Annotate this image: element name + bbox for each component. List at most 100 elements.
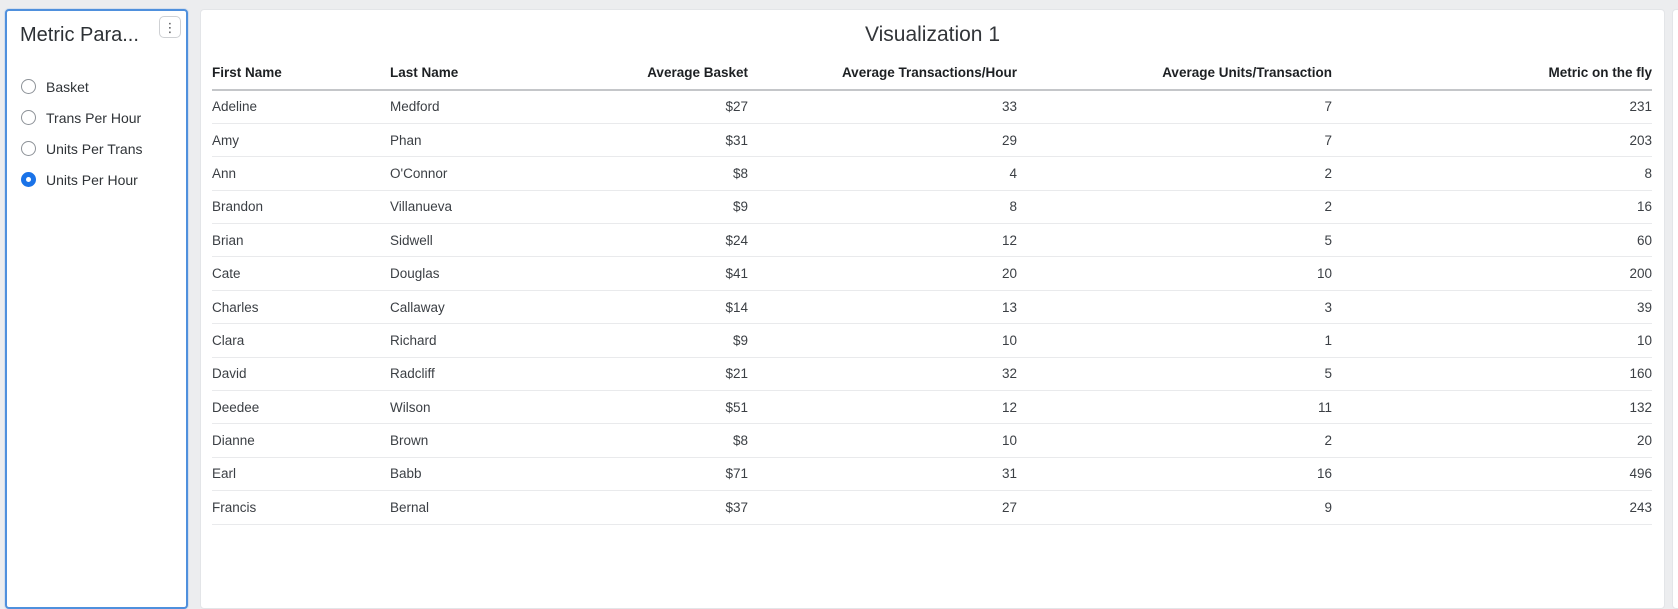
table-cell-last-name: Medford: [390, 90, 568, 124]
table-cell-average-basket: $9: [568, 323, 748, 358]
table-cell-average-units-transaction: 5: [1017, 357, 1332, 392]
column-header-average-basket[interactable]: Average Basket: [568, 55, 748, 91]
table-cell-metric-on-the-fly: 203: [1332, 123, 1652, 158]
table-cell-last-name: Douglas: [390, 256, 568, 291]
table-cell-first-name: Brian: [212, 223, 390, 258]
table-cell-average-basket: $27: [568, 90, 748, 124]
table-cell-average-transactions-hour: 20: [748, 256, 1017, 291]
column-header-first-name[interactable]: First Name: [212, 55, 390, 91]
column-header-average-transactions-hour[interactable]: Average Transactions/Hour: [748, 55, 1017, 91]
table-row: Cate Douglas $41 20 10 200: [212, 256, 1652, 291]
table-header-row: First Name Last Name Average Basket Average…: [212, 55, 1652, 91]
table-cell-last-name: Sidwell: [390, 223, 568, 258]
table-cell-metric-on-the-fly: 200: [1332, 256, 1652, 291]
table-cell-average-transactions-hour: 8: [748, 190, 1017, 225]
visualization-panel: Visualization 1 First Name Last Name Avera…: [200, 9, 1665, 609]
table-cell-first-name: Brandon: [212, 190, 390, 225]
radio-option-label: Units Per Trans: [46, 140, 143, 157]
table-cell-last-name: Radcliff: [390, 357, 568, 392]
table-cell-average-basket: $51: [568, 390, 748, 425]
radio-option-units-per-hour[interactable]: Units Per Hour: [7, 164, 186, 195]
table-cell-average-transactions-hour: 29: [748, 123, 1017, 158]
table-cell-average-basket: $37: [568, 490, 748, 525]
table-cell-first-name: Dianne: [212, 423, 390, 458]
column-header-average-units-transaction[interactable]: Average Units/Transaction: [1017, 55, 1332, 91]
radio-selected-icon[interactable]: [21, 172, 36, 187]
table-cell-last-name: Phan: [390, 123, 568, 158]
table-cell-average-transactions-hour: 4: [748, 156, 1017, 191]
table-cell-average-transactions-hour: 27: [748, 490, 1017, 525]
table-row: Earl Babb $71 31 16 496: [212, 457, 1652, 492]
table-cell-first-name: Francis: [212, 490, 390, 525]
table-cell-average-units-transaction: 2: [1017, 423, 1332, 458]
metric-parameter-panel: Metric Para... ⋮ Basket Trans Per Hour Uni…: [5, 9, 188, 609]
radio-unselected-icon[interactable]: [21, 79, 36, 94]
table-cell-average-units-transaction: 5: [1017, 223, 1332, 258]
table-cell-average-basket: $8: [568, 423, 748, 458]
table-cell-first-name: Adeline: [212, 90, 390, 124]
table-cell-average-units-transaction: 2: [1017, 156, 1332, 191]
table-cell-average-units-transaction: 3: [1017, 290, 1332, 325]
radio-option-trans-per-hour[interactable]: Trans Per Hour: [7, 102, 186, 133]
table-cell-last-name: O'Connor: [390, 156, 568, 191]
table-row: Dianne Brown $8 10 2 20: [212, 423, 1652, 458]
table-cell-average-basket: $71: [568, 457, 748, 492]
table-container: First Name Last Name Average Basket Average…: [212, 55, 1652, 525]
table-cell-last-name: Wilson: [390, 390, 568, 425]
table-cell-average-transactions-hour: 10: [748, 323, 1017, 358]
kebab-vertical-icon: ⋮: [163, 19, 177, 35]
table-cell-first-name: Ann: [212, 156, 390, 191]
data-table: First Name Last Name Average Basket Average…: [212, 55, 1652, 525]
table-cell-average-transactions-hour: 32: [748, 357, 1017, 392]
radio-option-basket[interactable]: Basket: [7, 71, 186, 102]
table-cell-metric-on-the-fly: 160: [1332, 357, 1652, 392]
table-cell-average-units-transaction: 16: [1017, 457, 1332, 492]
table-row: Charles Callaway $14 13 3 39: [212, 290, 1652, 325]
table-cell-last-name: Richard: [390, 323, 568, 358]
radio-option-label: Trans Per Hour: [46, 109, 142, 126]
table-cell-average-units-transaction: 9: [1017, 490, 1332, 525]
table-row: Adeline Medford $27 33 7 231: [212, 90, 1652, 124]
table-cell-first-name: Deedee: [212, 390, 390, 425]
adjacent-panel-edge: [1672, 9, 1678, 609]
table-cell-average-transactions-hour: 12: [748, 390, 1017, 425]
radio-unselected-icon[interactable]: [21, 110, 36, 125]
table-row: Francis Bernal $37 27 9 243: [212, 490, 1652, 525]
table-cell-first-name: David: [212, 357, 390, 392]
table-cell-first-name: Cate: [212, 256, 390, 291]
table-cell-metric-on-the-fly: 10: [1332, 323, 1652, 358]
table-cell-first-name: Earl: [212, 457, 390, 492]
table-cell-metric-on-the-fly: 132: [1332, 390, 1652, 425]
table-row: Clara Richard $9 10 1 10: [212, 323, 1652, 358]
table-cell-average-basket: $24: [568, 223, 748, 258]
table-cell-average-basket: $41: [568, 256, 748, 291]
table-cell-average-transactions-hour: 31: [748, 457, 1017, 492]
table-cell-average-units-transaction: 7: [1017, 90, 1332, 124]
radio-unselected-icon[interactable]: [21, 141, 36, 156]
parameter-panel-title: Metric Para...: [20, 24, 139, 46]
table-cell-average-transactions-hour: 12: [748, 223, 1017, 258]
radio-option-label: Units Per Hour: [46, 171, 138, 188]
column-header-last-name[interactable]: Last Name: [390, 55, 568, 91]
table-row: David Radcliff $21 32 5 160: [212, 357, 1652, 392]
table-cell-average-basket: $8: [568, 156, 748, 191]
table-row: Deedee Wilson $51 12 11 132: [212, 390, 1652, 425]
table-cell-average-basket: $14: [568, 290, 748, 325]
table-cell-last-name: Callaway: [390, 290, 568, 325]
table-row: Ann O'Connor $8 4 2 8: [212, 156, 1652, 191]
column-header-metric-on-the-fly[interactable]: Metric on the fly: [1332, 55, 1652, 91]
table-row: Brandon Villanueva $9 8 2 16: [212, 190, 1652, 225]
radio-option-units-per-trans[interactable]: Units Per Trans: [7, 133, 186, 164]
table-cell-last-name: Villanueva: [390, 190, 568, 225]
table-cell-average-basket: $9: [568, 190, 748, 225]
table-row: Amy Phan $31 29 7 203: [212, 123, 1652, 158]
table-cell-average-units-transaction: 7: [1017, 123, 1332, 158]
table-cell-metric-on-the-fly: 16: [1332, 190, 1652, 225]
table-cell-average-transactions-hour: 13: [748, 290, 1017, 325]
table-row: Brian Sidwell $24 12 5 60: [212, 223, 1652, 258]
visualization-title: Visualization 1: [864, 23, 1001, 46]
table-cell-average-basket: $21: [568, 357, 748, 392]
parameter-menu-button[interactable]: ⋮: [159, 16, 181, 38]
table-cell-metric-on-the-fly: 39: [1332, 290, 1652, 325]
table-cell-metric-on-the-fly: 20: [1332, 423, 1652, 458]
